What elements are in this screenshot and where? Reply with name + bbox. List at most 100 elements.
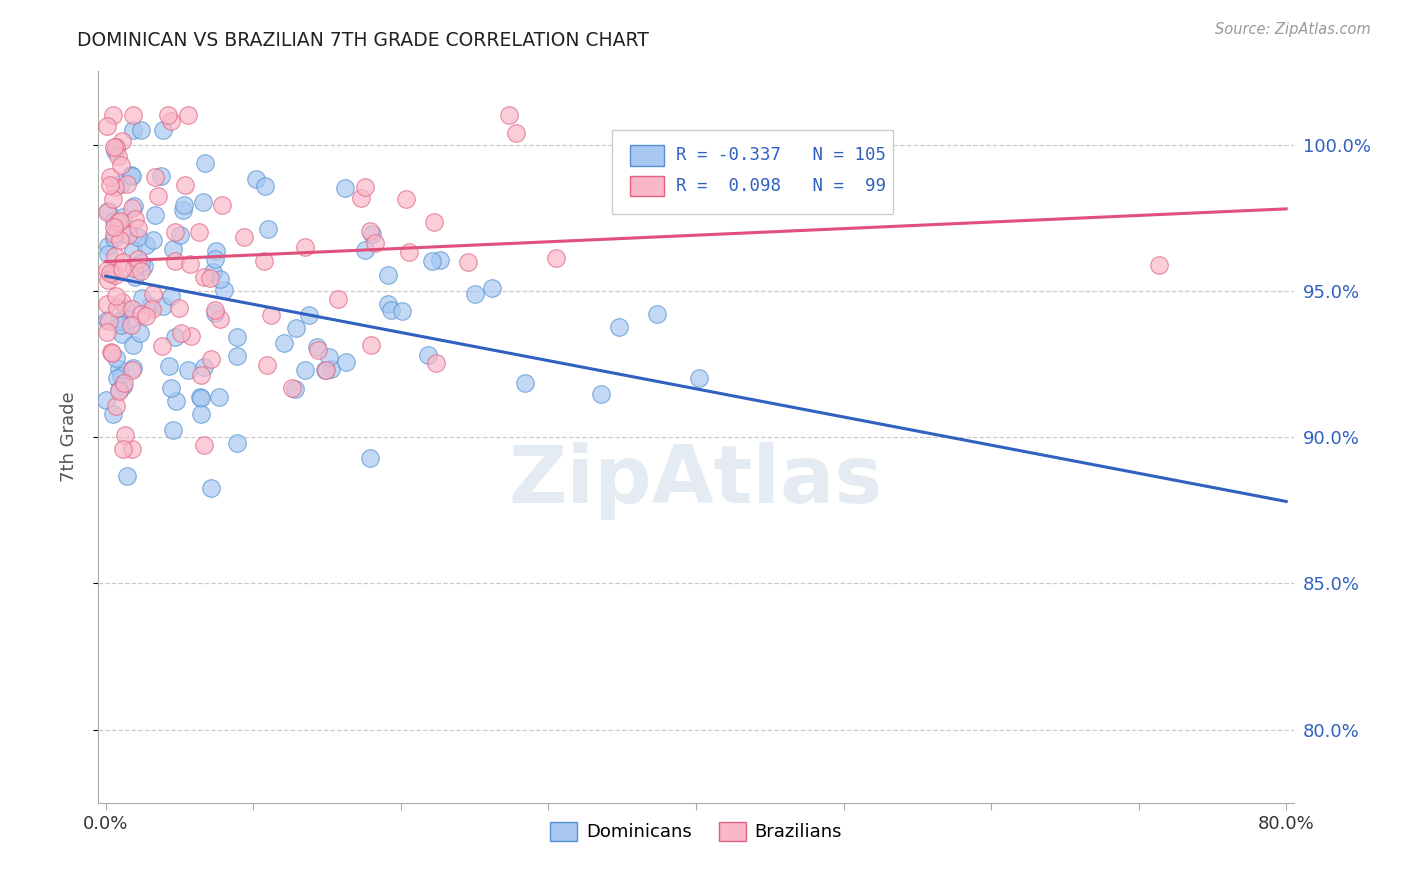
Point — [107, 383, 129, 397]
Point — [165, 330, 187, 344]
Point — [398, 245, 420, 260]
Point — [141, 301, 163, 316]
Point — [100, 346, 122, 360]
Point — [124, 269, 146, 284]
Point — [160, 381, 183, 395]
Point — [103, 227, 125, 242]
Point — [111, 134, 134, 148]
Text: Source: ZipAtlas.com: Source: ZipAtlas.com — [1215, 22, 1371, 37]
Point — [245, 172, 267, 186]
Point — [105, 301, 128, 315]
Point — [96, 297, 118, 311]
Point — [305, 340, 328, 354]
Point — [200, 352, 222, 367]
Point — [159, 114, 181, 128]
Point — [103, 140, 125, 154]
Point — [111, 211, 134, 225]
Point — [115, 301, 138, 316]
Point — [107, 215, 129, 229]
Point — [163, 254, 186, 268]
Point — [127, 230, 149, 244]
Point — [156, 108, 179, 122]
Point — [118, 227, 141, 242]
Point — [142, 286, 165, 301]
Point — [122, 123, 145, 137]
Point — [380, 302, 402, 317]
Point — [645, 307, 668, 321]
Point — [110, 178, 132, 192]
Point — [257, 222, 280, 236]
Point — [253, 179, 276, 194]
Point — [515, 376, 537, 390]
Text: R =  0.098   N =  99: R = 0.098 N = 99 — [676, 178, 886, 195]
Point — [233, 230, 256, 244]
Point — [285, 320, 308, 334]
Point — [111, 327, 134, 342]
Point — [121, 169, 143, 183]
Point — [191, 194, 214, 209]
Point — [281, 381, 304, 395]
Legend: Dominicans, Brazilians: Dominicans, Brazilians — [543, 814, 849, 848]
Point — [121, 201, 143, 215]
Point — [225, 330, 247, 344]
Point — [100, 178, 122, 192]
Point — [110, 158, 132, 172]
Point — [204, 302, 226, 317]
Point — [423, 215, 446, 229]
Point — [170, 326, 193, 340]
Point — [354, 243, 377, 257]
Point — [105, 371, 128, 385]
Point — [162, 424, 184, 438]
Point — [127, 252, 149, 267]
Point — [129, 123, 152, 137]
Point — [124, 260, 146, 275]
Point — [364, 236, 387, 251]
Point — [131, 306, 153, 320]
Point — [505, 126, 527, 140]
Point — [335, 355, 357, 369]
Point — [212, 284, 235, 298]
Point — [103, 213, 125, 227]
Point — [498, 108, 520, 122]
Point — [314, 362, 336, 376]
Point — [143, 208, 166, 222]
Point — [253, 254, 276, 268]
Point — [122, 338, 145, 352]
Point — [298, 308, 321, 322]
Point — [110, 368, 132, 383]
Point — [110, 318, 132, 333]
Point — [121, 108, 143, 122]
Point — [111, 262, 134, 277]
Point — [201, 265, 224, 279]
Point — [209, 271, 232, 285]
Point — [121, 363, 143, 377]
Point — [1149, 258, 1171, 272]
Point — [108, 384, 131, 398]
FancyBboxPatch shape — [630, 176, 664, 196]
Point — [135, 237, 157, 252]
Point — [457, 254, 479, 268]
Point — [260, 308, 283, 322]
Point — [101, 192, 124, 206]
Point — [226, 435, 249, 450]
Point — [107, 149, 129, 163]
Point — [97, 247, 120, 261]
Point — [127, 221, 149, 235]
Point — [96, 119, 118, 133]
Point — [395, 192, 418, 206]
Point — [117, 228, 139, 243]
Point — [591, 386, 613, 401]
Point — [391, 303, 413, 318]
Point — [152, 299, 174, 313]
Point — [333, 181, 356, 195]
Point — [117, 177, 139, 191]
Point — [98, 267, 121, 281]
Point — [294, 363, 316, 377]
Point — [167, 301, 190, 316]
Point — [416, 348, 439, 362]
Point — [101, 268, 124, 282]
Point — [100, 344, 122, 359]
Y-axis label: 7th Grade: 7th Grade — [59, 392, 77, 483]
Point — [546, 251, 568, 265]
Point — [193, 438, 215, 452]
